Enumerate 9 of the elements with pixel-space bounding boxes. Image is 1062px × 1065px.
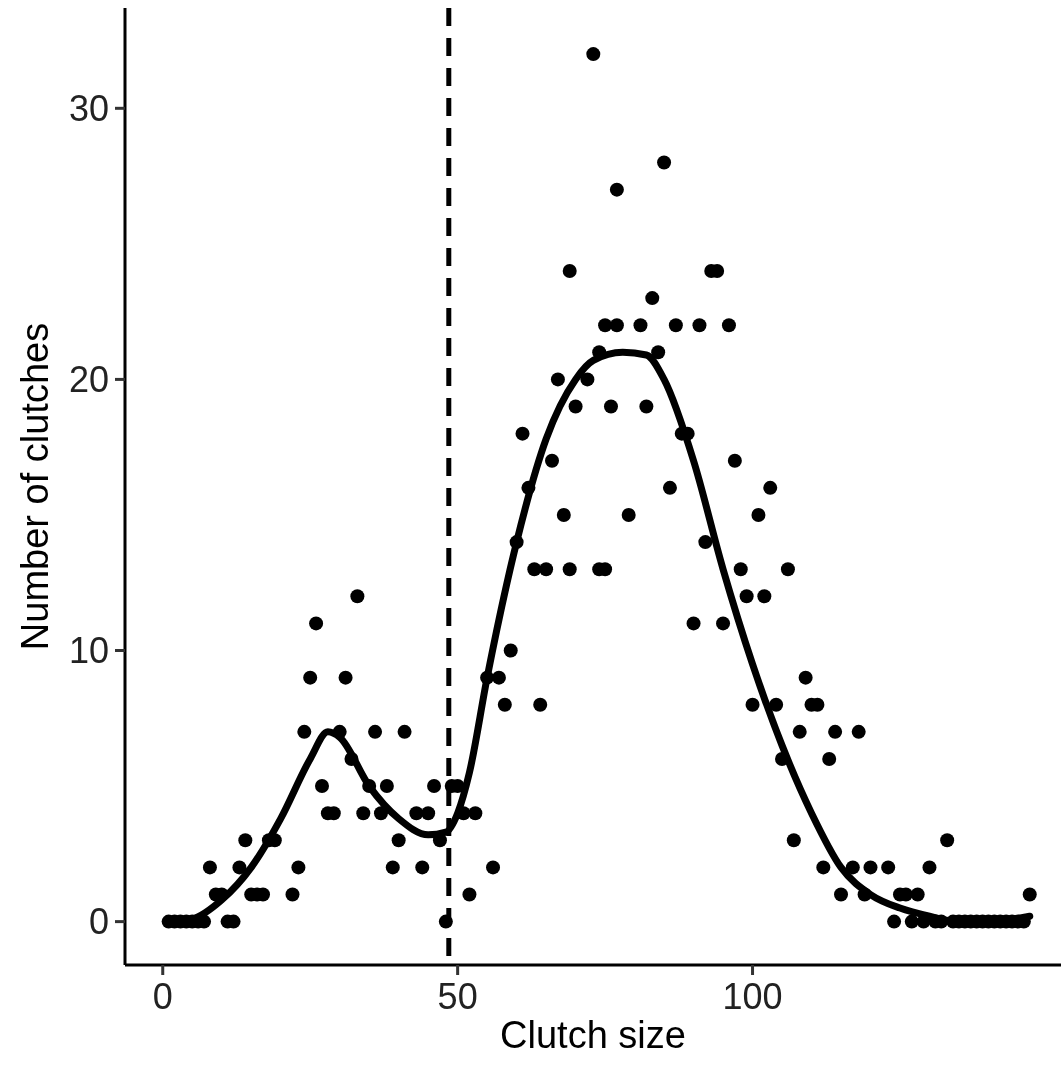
y-axis-title: Number of clutches — [14, 322, 56, 651]
y-tick-label: 30 — [68, 87, 109, 129]
x-tick-label: 50 — [437, 976, 478, 1017]
x-tick-label: 0 — [152, 976, 173, 1017]
y-tick-label: 0 — [88, 901, 109, 943]
y-tick-label: 20 — [68, 359, 109, 401]
x-axis-title: Clutch size — [500, 1014, 686, 1056]
x-tick-label: 100 — [722, 976, 783, 1017]
y-tick-label: 10 — [68, 630, 109, 672]
